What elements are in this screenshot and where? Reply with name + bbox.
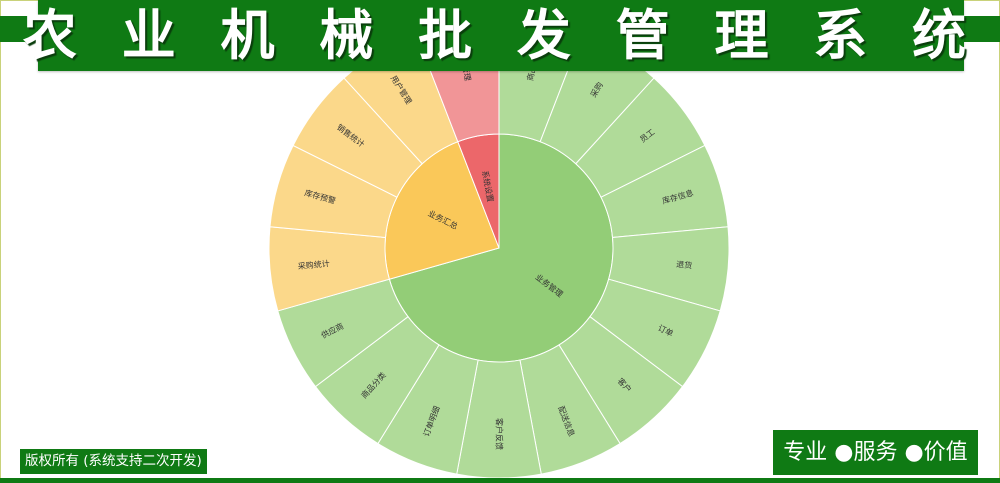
bottom-border bbox=[0, 478, 1000, 483]
header-left-tab bbox=[0, 16, 38, 42]
copyright-badge: 版权所有 (系统支持二次开发) bbox=[20, 449, 207, 474]
slogan-badge: 专业 ●服务 ●价值 bbox=[773, 430, 978, 475]
header-bar: 农 业 机 械 批 发 管 理 系 统 bbox=[23, 0, 966, 71]
outer-label-8: 客户反馈 bbox=[495, 418, 505, 450]
app-title: 农 业 机 械 批 发 管 理 系 统 bbox=[22, 3, 980, 67]
outer-label-12: 采购统计 bbox=[297, 258, 330, 271]
header-right-tab bbox=[962, 16, 1000, 42]
outer-label-4: 退货 bbox=[676, 259, 693, 270]
